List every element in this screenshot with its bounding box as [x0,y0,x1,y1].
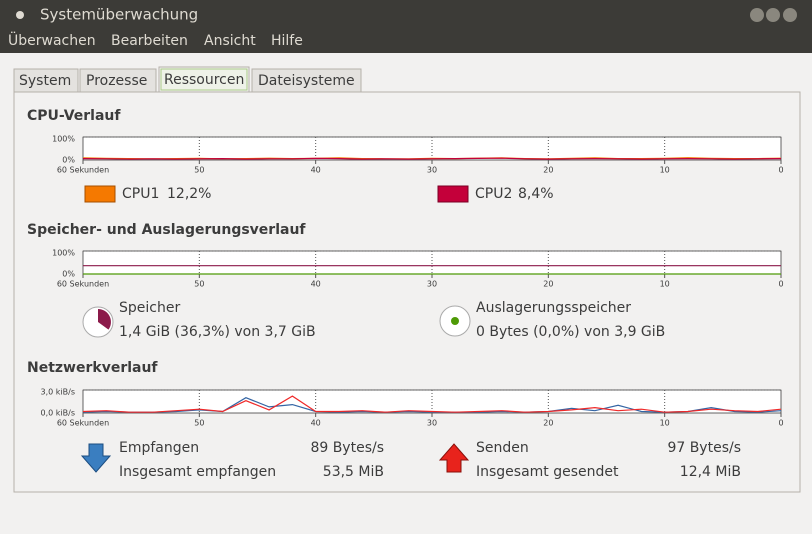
tab-label[interactable]: Dateisysteme [258,73,355,89]
x-tick-label: 30 [427,280,437,289]
x-tick-label: 50 [194,166,204,175]
cpu-value: 12,2% [167,186,211,202]
swap-dot [451,317,459,325]
x-tick-label: 40 [311,166,321,175]
swap-detail: 0 Bytes (0,0%) von 3,9 GiB [476,324,665,340]
x-tick-label: 60 Sekunden [57,280,109,289]
y-tick-label: 0,0 kiB/s [41,409,75,418]
close-button[interactable] [783,8,797,22]
app-icon [16,11,24,19]
x-tick-label: 0 [778,419,783,428]
section-title: Speicher- und Auslagerungsverlauf [27,222,306,238]
memory-detail: 1,4 GiB (36,3%) von 3,7 GiB [119,324,316,340]
tab-label[interactable]: Prozesse [86,73,147,89]
y-tick-label: 0% [62,270,75,279]
x-tick-label: 10 [660,166,670,175]
net-label: Senden [476,440,529,456]
swap-label: Auslagerungsspeicher [476,300,631,316]
minimize-button[interactable] [750,8,764,22]
x-tick-label: 50 [194,280,204,289]
y-tick-label: 3,0 kiB/s [41,388,75,397]
x-tick-label: 0 [778,280,783,289]
net-rate: 89 Bytes/s [310,440,384,456]
x-tick-label: 10 [660,280,670,289]
series-line [82,157,782,160]
cpu2-swatch[interactable] [437,185,469,203]
tab[interactable] [13,68,79,93]
memory-label: Speicher [119,300,180,316]
net-rate: 97 Bytes/s [667,440,741,456]
series-line [82,395,782,413]
x-tick-label: 30 [427,166,437,175]
x-tick-label: 30 [427,419,437,428]
net-label: Insgesamt empfangen [119,464,276,480]
y-tick-label: 100% [52,249,75,258]
menu-item[interactable]: Hilfe [271,33,303,49]
receive-icon[interactable] [80,443,112,473]
cpu1-swatch[interactable] [84,185,116,203]
memory-pie-slice [98,309,111,330]
tab-label[interactable]: System [19,73,71,89]
x-tick-label: 40 [311,419,321,428]
section-title: CPU-Verlauf [27,108,121,124]
send-icon[interactable] [438,443,470,473]
x-tick-label: 60 Sekunden [57,419,109,428]
net-label: Insgesamt gesendet [476,464,619,480]
tab-label[interactable]: Ressourcen [164,72,244,88]
x-tick-label: 20 [543,280,553,289]
x-tick-label: 50 [194,419,204,428]
net-total: 53,5 MiB [323,464,384,480]
window-title: Systemüberwachung [40,6,198,24]
section-title: Netzwerkverlauf [27,360,158,376]
net-total: 12,4 MiB [680,464,741,480]
tab-focus [160,68,248,91]
x-tick-label: 40 [311,280,321,289]
maximize-button[interactable] [766,8,780,22]
x-tick-label: 20 [543,166,553,175]
title-bar [0,0,812,53]
menu-item[interactable]: Bearbeiten [111,33,188,49]
tab[interactable] [251,68,362,93]
net-label: Empfangen [119,440,199,456]
legend-label: CPU1 [122,186,159,202]
y-tick-label: 0% [62,156,75,165]
tab[interactable] [79,68,157,93]
x-tick-label: 0 [778,166,783,175]
cpu-value: 8,4% [518,186,554,202]
menu-item[interactable]: Ansicht [204,33,256,49]
x-tick-label: 20 [543,419,553,428]
legend-label: CPU2 [475,186,512,202]
x-tick-label: 60 Sekunden [57,166,109,175]
x-tick-label: 10 [660,419,670,428]
menu-item[interactable]: Überwachen [8,31,96,49]
y-tick-label: 100% [52,135,75,144]
